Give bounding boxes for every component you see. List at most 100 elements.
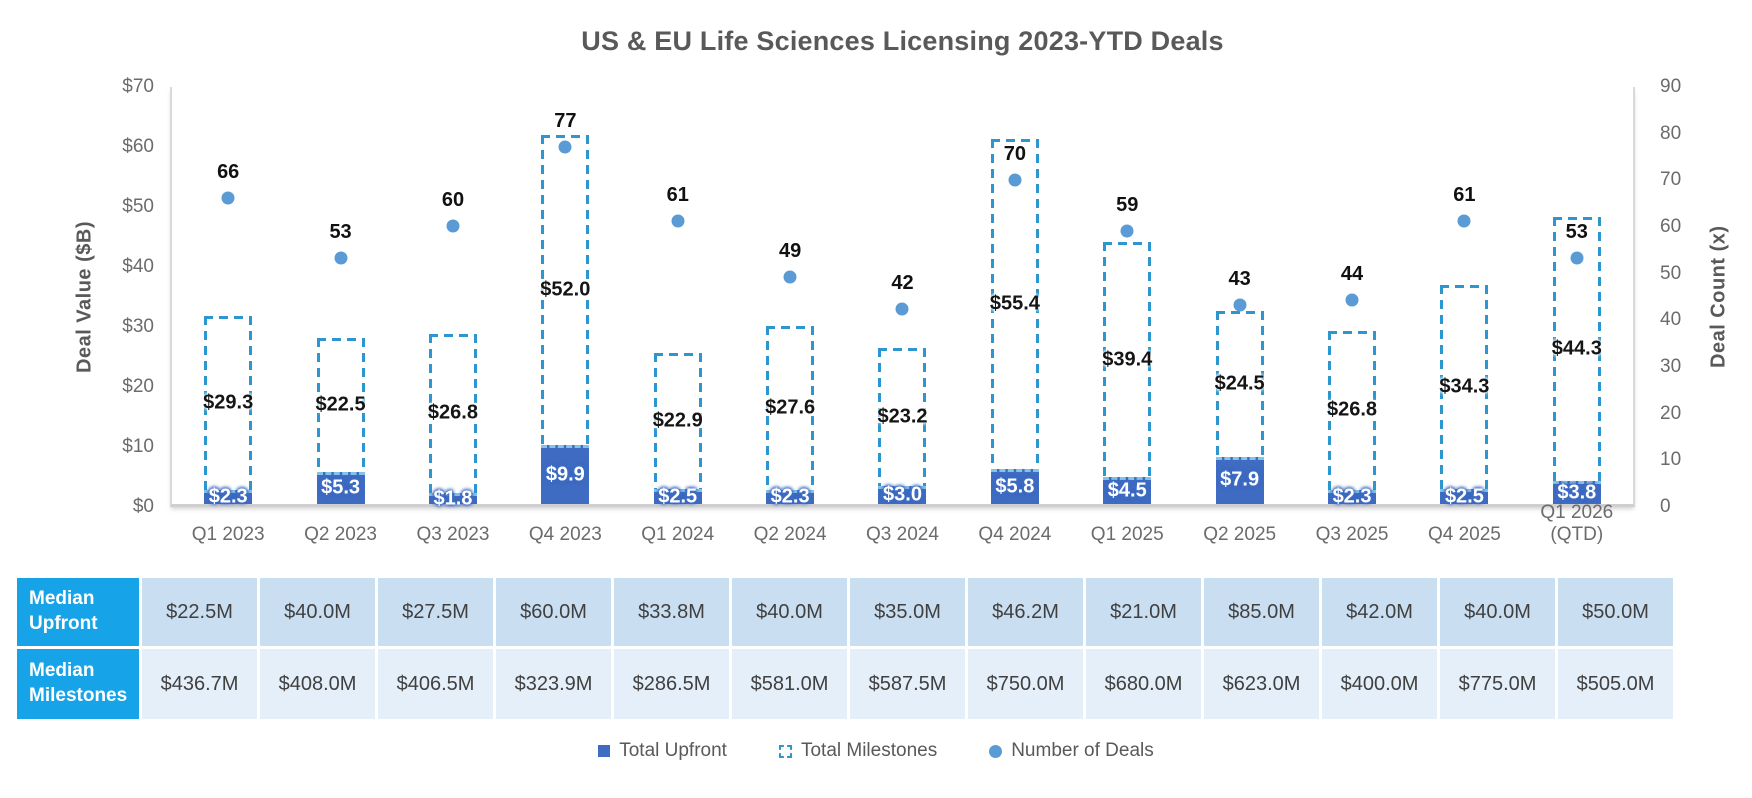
bar-column: $26.8 $1.8 60 Q3 2023 <box>397 87 509 545</box>
right-axis-tick-label: 90 <box>1660 76 1682 97</box>
total-upfront-label: $2.3 <box>208 485 248 508</box>
table-cell: $775.0M <box>1440 649 1555 719</box>
number-of-deals-label: 66 <box>217 161 240 184</box>
total-milestones-bar <box>428 333 477 504</box>
table-cell: $42.0M <box>1322 578 1437 646</box>
number-of-deals-point <box>783 270 797 284</box>
x-axis-category-label: Q3 2024 <box>866 524 939 545</box>
chart-legend: Total Upfront Total Milestones Number of D… <box>0 740 1752 762</box>
total-milestones-label: $27.6 <box>765 396 816 419</box>
left-axis-tick-label: $60 <box>122 136 154 157</box>
total-milestones-bar <box>541 135 590 504</box>
bar-column: $29.3 $2.3 66 Q1 2023 <box>172 87 284 545</box>
total-upfront-label: $5.3 <box>321 476 361 499</box>
total-upfront-bar <box>204 490 253 504</box>
total-upfront-bar <box>653 489 702 504</box>
total-milestones-label: $24.5 <box>1214 372 1265 395</box>
bar-column: $26.8 $2.3 44 Q3 2025 <box>1296 87 1408 545</box>
left-axis-tick-label: $50 <box>122 196 154 217</box>
total-milestones-bar <box>878 347 927 504</box>
legend-item: Total Milestones <box>778 740 937 762</box>
total-milestones-label: $39.4 <box>1102 348 1153 371</box>
total-milestones-label: $23.2 <box>877 405 928 428</box>
left-axis-tick-label: $30 <box>122 316 154 337</box>
bar-column: $24.5 $7.9 43 Q2 2025 <box>1183 87 1295 545</box>
total-upfront-bar <box>1440 489 1489 504</box>
table-cell: $22.5M <box>142 578 257 646</box>
bar-column: $52.0 $9.9 77 Q4 2023 <box>509 87 621 545</box>
x-axis-category-label: Q1 2023 <box>191 524 265 545</box>
table-cell: $623.0M <box>1204 649 1319 719</box>
legend-label: Number of Deals <box>1011 740 1154 761</box>
table-cell: $46.2M <box>968 578 1083 646</box>
table-cell: $680.0M <box>1086 649 1201 719</box>
table-cell: $33.8M <box>614 578 729 646</box>
left-axis-tick-label: $10 <box>122 436 154 457</box>
total-milestones-label: $22.5 <box>315 393 366 416</box>
left-axis-tick-label: $0 <box>132 496 154 517</box>
total-upfront-label: $4.5 <box>1107 479 1147 502</box>
total-milestones-bar <box>653 352 702 504</box>
total-upfront-bar <box>1552 481 1601 504</box>
bar-column: $44.3 $3.8 53 Q1 2026 (QTD) <box>1521 87 1633 545</box>
number-of-deals-label: 60 <box>441 189 465 212</box>
x-axis-category-label: Q1 2025 <box>1090 524 1164 545</box>
table-cell: $50.0M <box>1558 578 1673 646</box>
total-milestones-label: $44.3 <box>1551 337 1602 360</box>
bar-column: $55.4 $5.8 70 Q4 2024 <box>959 87 1071 545</box>
legend-label: Total Upfront <box>619 740 727 761</box>
right-axis-tick-label: 80 <box>1660 122 1682 144</box>
right-axis-tick-label: 0 <box>1660 496 1671 517</box>
left-axis-tick-label: $70 <box>122 76 154 97</box>
right-axis-tick-label: 50 <box>1660 262 1682 284</box>
total-milestones-bar <box>1440 284 1489 504</box>
number-of-deals-label: 61 <box>1453 184 1476 207</box>
bar-column: $23.2 $3.0 42 Q3 2024 <box>846 87 958 545</box>
total-upfront-label: $9.9 <box>545 463 585 486</box>
total-upfront-label: $3.0 <box>883 483 922 506</box>
right-axis-tick-label: 20 <box>1660 402 1682 424</box>
bar-column: $27.6 $2.3 49 Q2 2024 <box>734 87 846 545</box>
right-axis-tick-label: 70 <box>1660 169 1682 191</box>
legend-item: Total Upfront <box>598 740 727 762</box>
total-milestones-label: $26.8 <box>427 401 478 424</box>
legend-solid-square-icon <box>598 745 611 757</box>
number-of-deals-label: 77 <box>554 110 577 133</box>
table-cell: $408.0M <box>260 649 375 719</box>
total-upfront-label: $2.5 <box>1444 485 1484 508</box>
total-milestones-label: $29.3 <box>203 391 254 414</box>
total-milestones-bar <box>1552 217 1601 504</box>
x-axis-category-label: Q4 2023 <box>528 524 602 545</box>
table-cell: $286.5M <box>614 649 729 719</box>
table-cell: $35.0M <box>850 578 965 646</box>
number-of-deals-point <box>446 219 460 233</box>
right-axis-ticks: 90 80 70 60 50 40 30 20 10 0 <box>1648 77 1718 517</box>
median-values-table: Median Upfront $22.5M $40.0M $27.5M $60.0M $33… <box>17 578 1673 719</box>
total-milestones-bar <box>766 325 815 504</box>
bar-column: $22.5 $5.3 53 Q2 2023 <box>284 87 396 545</box>
total-upfront-label: $2.5 <box>658 485 698 508</box>
number-of-deals-point <box>1120 224 1134 238</box>
table-cell: $85.0M <box>1204 578 1319 646</box>
chart-title: US & EU Life Sciences Licensing 2023-YTD… <box>581 26 1224 56</box>
legend-dashed-square-icon <box>778 744 792 758</box>
total-upfront-label: $3.8 <box>1557 481 1597 504</box>
plot-area: $29.3 $2.3 66 Q1 2023 $22.5 $5.3 53 Q2 2023 $26.… <box>170 87 1635 545</box>
number-of-deals-label: 59 <box>1116 193 1139 216</box>
total-upfront-bar <box>1103 477 1152 504</box>
table-cell: $323.9M <box>496 649 611 719</box>
total-upfront-label: $2.3 <box>1332 485 1372 508</box>
number-of-deals-point <box>1233 298 1247 312</box>
x-axis-category-label: Q4 2024 <box>978 524 1052 545</box>
total-milestones-bar <box>1328 330 1377 504</box>
x-axis-category-label: Q4 2025 <box>1427 524 1501 545</box>
total-upfront-bar <box>766 490 815 504</box>
total-upfront-label: $5.8 <box>995 475 1035 498</box>
total-milestones-label: $52.0 <box>540 278 591 301</box>
right-axis-tick-label: 60 <box>1660 216 1682 238</box>
number-of-deals-point <box>1008 173 1022 187</box>
table-cell: $436.7M <box>142 649 257 719</box>
total-milestones-label: $34.3 <box>1439 375 1490 398</box>
x-axis-category-label: Q1 2024 <box>641 524 715 545</box>
number-of-deals-label: 53 <box>329 221 352 244</box>
